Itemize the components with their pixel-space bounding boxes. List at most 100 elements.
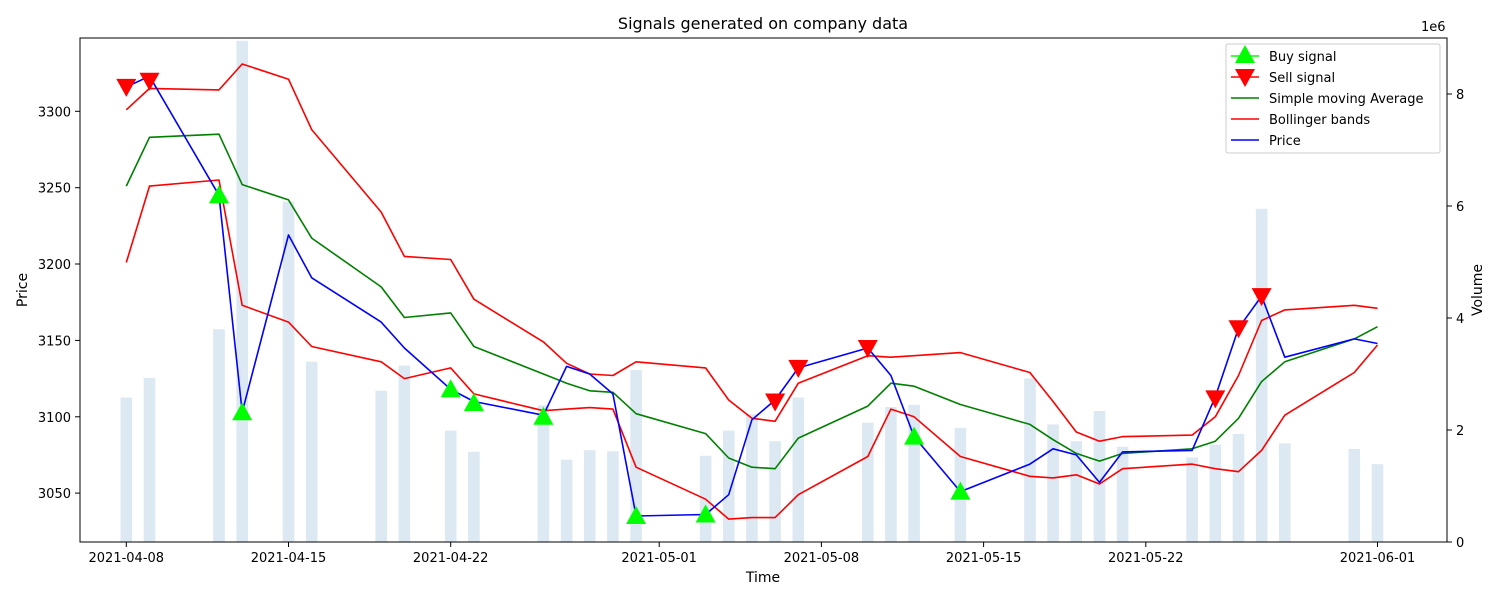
- x-tick-label: 2021-05-08: [784, 551, 860, 566]
- x-axis: 2021-04-08 2021-04-15 2021-04-22 2021-05-01…: [89, 542, 1416, 566]
- volume-bar: [236, 40, 248, 543]
- volume-bar: [1348, 449, 1361, 542]
- y2-tick-label: 6: [1456, 200, 1464, 215]
- buy-signal-marker: [463, 393, 484, 411]
- sell-signal-marker: [1228, 320, 1249, 339]
- legend-item-buy: Buy signal: [1231, 45, 1336, 65]
- volume-bar: [1209, 444, 1222, 542]
- x-tick-label: 2021-04-22: [413, 551, 489, 566]
- legend-box: [1225, 43, 1441, 154]
- series-lines: [125, 63, 1379, 520]
- volume-bar: [723, 430, 735, 542]
- legend-item-bollinger: Bollinger bands: [1231, 113, 1370, 128]
- legend-price-text: Price: [1269, 134, 1301, 149]
- volume-bar: [444, 430, 457, 542]
- x-tick-label: 2021-06-01: [1340, 551, 1416, 566]
- volume-bar: [282, 201, 295, 542]
- volume-bar: [607, 451, 619, 542]
- sell-signal-marker: [857, 340, 878, 358]
- x-tick-label: 2021-05-01: [621, 551, 697, 566]
- legend-sell-marker: [1235, 69, 1255, 87]
- bollinger-lower-line: [125, 179, 1379, 520]
- bollinger-upper-line: [125, 63, 1378, 443]
- sell-signal-marker: [1205, 390, 1226, 409]
- buy-signal-marker: [950, 481, 971, 500]
- y2-tick-label: 2: [1456, 424, 1464, 439]
- sell-signal-marker: [116, 78, 137, 97]
- y-tick-label: 3050: [38, 487, 71, 502]
- y-axis-label: Price: [15, 273, 31, 307]
- y2-axis: 0 2 4 6 8: [1447, 88, 1464, 551]
- volume-bar: [1279, 443, 1291, 542]
- buy-signal-marker: [440, 379, 461, 398]
- buy-signal-marker: [626, 506, 647, 524]
- legend-buy-marker: [1235, 45, 1255, 63]
- buy-signal-marker: [232, 402, 253, 421]
- volume-bar: [120, 397, 133, 542]
- volume-bar: [1024, 378, 1036, 542]
- y-axis: 3050 3100 3150 3200 3250 3300: [38, 105, 80, 502]
- buy-signal-marker: [533, 406, 554, 425]
- legend-item-sma: Simple moving Average: [1231, 92, 1423, 107]
- sell-signal-marker: [139, 72, 160, 91]
- y-tick-label: 3100: [38, 411, 71, 426]
- y-tick-label: 3150: [38, 334, 71, 349]
- volume-bar: [213, 329, 225, 542]
- sell-signal-marker: [765, 393, 786, 412]
- buy-signal-marker: [904, 426, 925, 445]
- x-tick-label: 2021-05-15: [946, 551, 1022, 566]
- volume-bar: [1186, 457, 1198, 542]
- volume-bar: [908, 404, 920, 542]
- volume-bar: [1070, 441, 1083, 542]
- volume-bar: [398, 365, 411, 542]
- volume-bar: [1371, 464, 1384, 542]
- buy-signal-marker: [209, 185, 229, 204]
- volume-bar: [583, 450, 596, 542]
- x-tick-label: 2021-05-22: [1108, 551, 1184, 566]
- y2-tick-label: 0: [1456, 536, 1464, 551]
- volume-bar: [1116, 446, 1129, 542]
- legend-sma-text: Simple moving Average: [1269, 92, 1423, 107]
- legend-item-sell: Sell signal: [1231, 69, 1335, 87]
- volume-bar: [305, 361, 318, 542]
- volume-bar: [1093, 411, 1106, 542]
- price-line: [125, 75, 1378, 517]
- volume-bar: [537, 405, 550, 542]
- x-tick-label: 2021-04-08: [89, 551, 165, 566]
- sma-line: [125, 133, 1378, 470]
- signal-markers: [116, 72, 1272, 524]
- volume-bar: [630, 370, 642, 542]
- volume-bar: [1232, 433, 1245, 542]
- y2-axis-label: Volume: [1470, 264, 1486, 316]
- volume-bar: [862, 422, 874, 542]
- volume-bar: [885, 407, 897, 542]
- chart-title: Signals generated on company data: [618, 14, 908, 33]
- legend: Buy signal Sell signal Simple moving Ave…: [1225, 43, 1441, 154]
- y2-tick-label: 4: [1456, 312, 1464, 327]
- volume-bar: [769, 441, 781, 542]
- legend-bollinger-text: Bollinger bands: [1269, 113, 1370, 128]
- legend-buy-text: Buy signal: [1269, 50, 1336, 65]
- legend-sell-text: Sell signal: [1269, 71, 1335, 86]
- y2-offset-label: 1e6: [1421, 20, 1446, 35]
- volume-bar: [143, 377, 156, 542]
- volume-bar: [746, 414, 758, 542]
- volume-bar: [375, 390, 387, 542]
- x-axis-label: Time: [745, 570, 780, 586]
- volume-bar: [792, 397, 805, 542]
- y-tick-label: 3200: [38, 258, 71, 273]
- volume-bar: [468, 451, 480, 542]
- legend-item-price: Price: [1231, 134, 1301, 149]
- y-tick-label: 3250: [38, 182, 71, 197]
- plot-area-frame: [79, 37, 1448, 543]
- y-tick-label: 3300: [38, 105, 71, 120]
- volume-bar: [560, 459, 573, 542]
- y2-tick-label: 8: [1456, 88, 1464, 103]
- volume-bar: [1255, 208, 1268, 543]
- volume-bar: [1047, 424, 1059, 542]
- sell-signal-marker: [788, 359, 809, 378]
- buy-signal-marker: [695, 504, 716, 523]
- sell-signal-marker: [1251, 288, 1272, 307]
